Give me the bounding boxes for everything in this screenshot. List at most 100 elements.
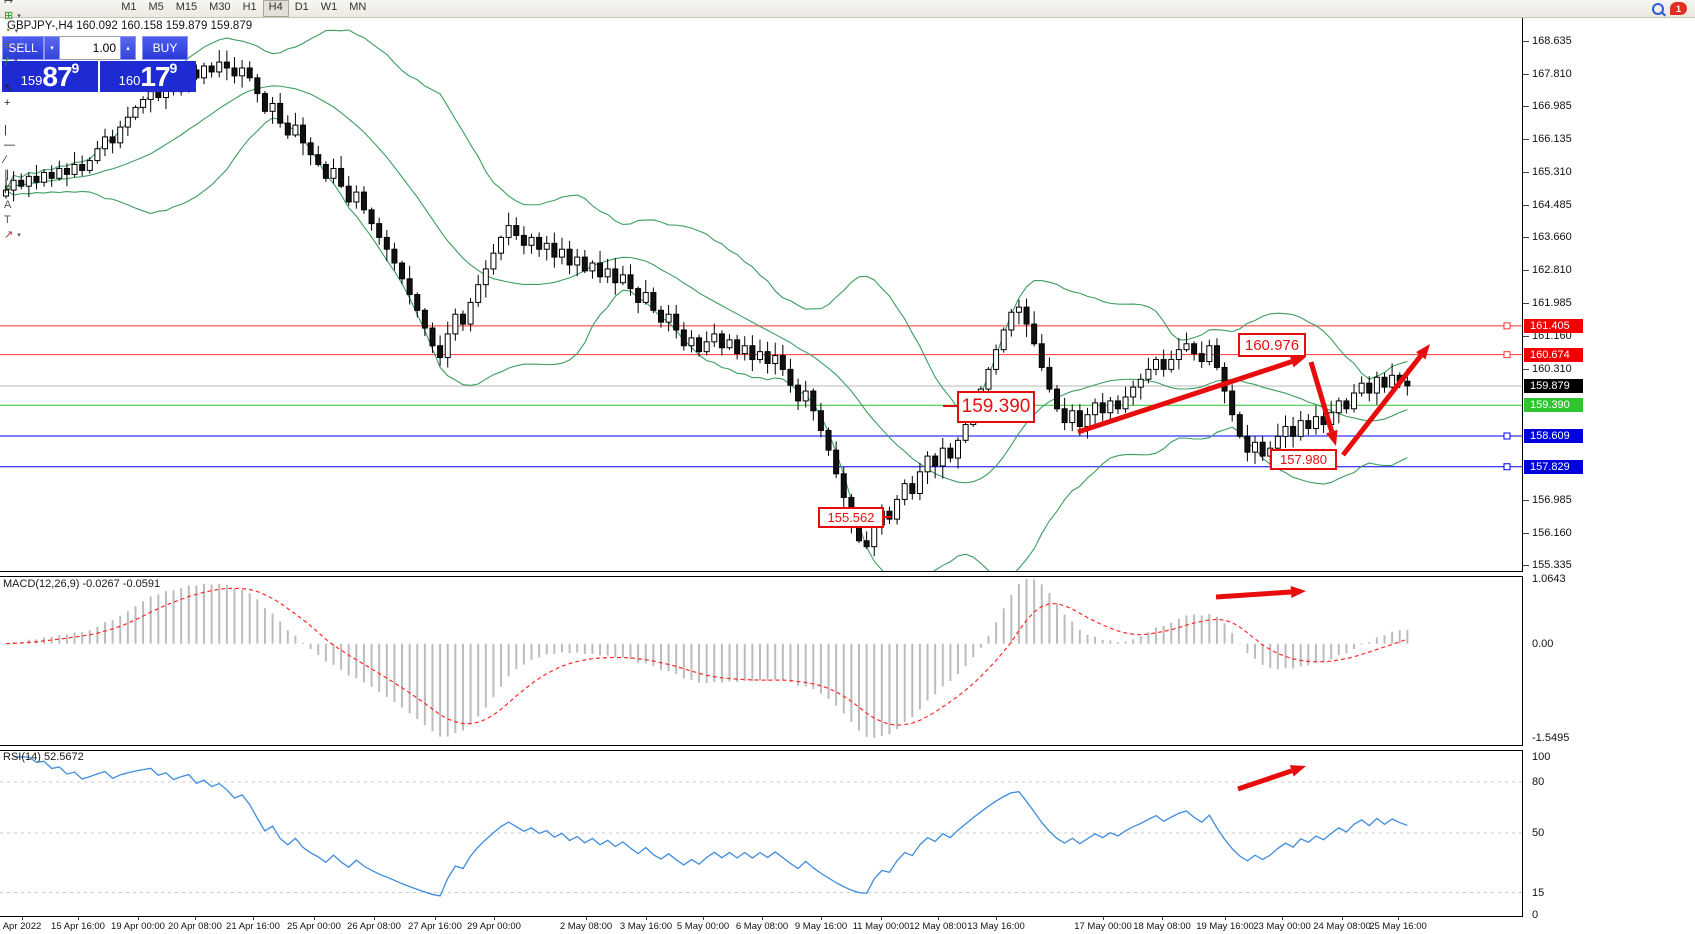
arrows-icon: ↗ bbox=[4, 228, 14, 241]
timeframe-button-mn[interactable]: MN bbox=[349, 1, 367, 13]
bear-candle bbox=[536, 236, 543, 250]
timeframe-button-h1[interactable]: H1 bbox=[242, 1, 257, 13]
one-click-trading-panel: SELL ▾ ▴ BUY 159 87 9 160 17 9 bbox=[2, 36, 198, 92]
search-icon[interactable] bbox=[1652, 2, 1664, 15]
new-chart-icon[interactable]: ⊞ ▾ bbox=[0, 9, 77, 24]
sell-price-point: 9 bbox=[71, 60, 80, 76]
chart-shift-icon[interactable]: ↦ bbox=[0, 0, 77, 9]
price-badge-159390: 159.390 bbox=[1524, 398, 1583, 413]
timeframe-button-m5[interactable]: M5 bbox=[148, 1, 164, 13]
label-157980[interactable]: 157.980 bbox=[1270, 449, 1337, 470]
bear-candle bbox=[1290, 426, 1297, 437]
price-axis-label: 156.985 bbox=[1532, 493, 1572, 506]
time-axis-tick bbox=[1398, 917, 1399, 920]
text-label-icon[interactable]: T bbox=[0, 213, 77, 228]
bear-candle bbox=[307, 142, 314, 156]
notification-badge[interactable]: 1 bbox=[1670, 2, 1687, 15]
cursor-icon: ↖ bbox=[4, 81, 14, 94]
bull-candle bbox=[1137, 378, 1144, 388]
price-axis[interactable]: 168.635 167.810 166.985 166.135 165.310 164.4… bbox=[1522, 17, 1695, 921]
rsi-axis-label: 0 bbox=[1532, 909, 1539, 921]
timeframe-button-m1[interactable]: M1 bbox=[121, 1, 137, 13]
bull-candle bbox=[117, 126, 124, 144]
volume-decrease-button[interactable]: ▾ bbox=[44, 36, 60, 60]
price-badge-160674: 160.674 bbox=[1524, 347, 1583, 362]
line-handle[interactable] bbox=[1503, 322, 1511, 330]
rsi-indicator-panel[interactable] bbox=[0, 749, 1522, 916]
time-axis-label: 2 May 08:00 bbox=[559, 921, 613, 932]
periods-icon-dropdown[interactable]: ▾ bbox=[14, 28, 19, 35]
templates-icon-dropdown[interactable]: ▾ bbox=[14, 43, 18, 50]
bear-candle bbox=[1191, 343, 1198, 355]
macd-indicator-panel[interactable] bbox=[0, 575, 1522, 745]
bear-candle bbox=[1366, 382, 1373, 394]
label-159390[interactable]: 159.390 bbox=[957, 391, 1035, 423]
indicators-icon[interactable]: ƒ ▾ bbox=[0, 54, 77, 69]
new-chart-icon-dropdown[interactable]: ▾ bbox=[17, 13, 21, 20]
bull-candle bbox=[330, 167, 337, 179]
fibonacci-icon[interactable]: F bbox=[0, 183, 77, 198]
time-axis-label: 24 May 08:00 bbox=[1313, 921, 1371, 932]
arrows-icon[interactable]: ↗ ▾ bbox=[0, 228, 77, 243]
timeframe-button-d1[interactable]: D1 bbox=[294, 1, 309, 13]
line-handle[interactable] bbox=[1503, 351, 1511, 359]
bear-candle bbox=[1396, 374, 1403, 382]
bull-candle bbox=[1183, 343, 1190, 351]
templates-icon[interactable]: ≡ ▾ bbox=[0, 39, 77, 54]
indicators-icon-dropdown[interactable]: ▾ bbox=[14, 58, 18, 65]
bear-candle bbox=[109, 136, 116, 144]
timeframe-button-h4[interactable]: H4 bbox=[262, 0, 289, 17]
cursor-icon[interactable]: ↖ bbox=[0, 81, 77, 96]
time-axis-tick bbox=[374, 917, 375, 920]
buy-price-display[interactable]: 160 17 9 bbox=[100, 61, 196, 92]
time-axis-tick bbox=[762, 917, 763, 920]
time-axis-label: 17 May 00:00 bbox=[1074, 921, 1132, 932]
crosshair-icon[interactable]: + bbox=[0, 96, 77, 111]
vertical-line-icon[interactable]: | bbox=[0, 123, 77, 138]
bear-candle bbox=[886, 510, 893, 520]
line-handle[interactable] bbox=[1503, 432, 1511, 440]
buy-button[interactable]: BUY bbox=[142, 36, 188, 60]
main-price-chart[interactable] bbox=[0, 17, 1522, 571]
bull-candle bbox=[1389, 374, 1396, 388]
bear-candle bbox=[566, 248, 573, 266]
price-axis-tick bbox=[1523, 499, 1529, 501]
timeframe-button-w1[interactable]: W1 bbox=[320, 1, 338, 13]
buy-price-pips: 17 bbox=[140, 61, 170, 92]
bull-candle bbox=[1130, 386, 1137, 398]
line-handle[interactable] bbox=[1503, 463, 1511, 471]
indicators-icon: ƒ bbox=[4, 54, 11, 67]
horizontal-line-icon[interactable]: — bbox=[0, 138, 77, 153]
label-160976[interactable]: 160.976 bbox=[1238, 333, 1306, 357]
sell-price-display[interactable]: 159 87 9 bbox=[2, 61, 98, 92]
bear-candle bbox=[33, 175, 40, 183]
panel-splitter-macd[interactable] bbox=[0, 571, 1523, 577]
bear-candle bbox=[63, 167, 70, 175]
arrows-icon-dropdown[interactable]: ▾ bbox=[17, 232, 21, 239]
text-icon[interactable]: A bbox=[0, 198, 77, 213]
equidistant-channel-icon[interactable]: ∥ bbox=[0, 168, 77, 183]
timeframe-button-m15[interactable]: M15 bbox=[175, 1, 198, 13]
bull-candle bbox=[1000, 329, 1007, 351]
trendline-icon[interactable]: ∕ bbox=[0, 153, 77, 168]
macd-axis-label: -1.5495 bbox=[1532, 731, 1570, 744]
label-155562[interactable]: 155.562 bbox=[818, 507, 884, 528]
bull-candle bbox=[1145, 368, 1152, 380]
volume-increase-button[interactable]: ▴ bbox=[120, 36, 136, 60]
bull-candle bbox=[985, 368, 992, 390]
rsi-axis-label: 15 bbox=[1532, 886, 1545, 899]
volume-input[interactable] bbox=[60, 36, 120, 60]
time-axis-label: Apr 2022 bbox=[2, 921, 42, 932]
label-155562-connector bbox=[882, 515, 891, 518]
bull-candle bbox=[94, 148, 101, 162]
bear-candle bbox=[863, 540, 870, 548]
time-axis-label: 18 May 08:00 bbox=[1133, 921, 1191, 932]
timeframe-button-m30[interactable]: M30 bbox=[209, 1, 231, 13]
panel-splitter-rsi[interactable] bbox=[0, 745, 1523, 751]
bull-candle bbox=[102, 136, 109, 150]
bear-candle bbox=[360, 191, 367, 211]
sell-button[interactable]: SELL bbox=[2, 36, 44, 60]
bull-candle bbox=[475, 284, 482, 303]
time-axis[interactable]: Apr 2022 15 Apr 16:00 19 Apr 00:00 20 Apr 0… bbox=[0, 916, 1523, 934]
periods-icon[interactable]: ◔ ▾ bbox=[0, 24, 77, 39]
